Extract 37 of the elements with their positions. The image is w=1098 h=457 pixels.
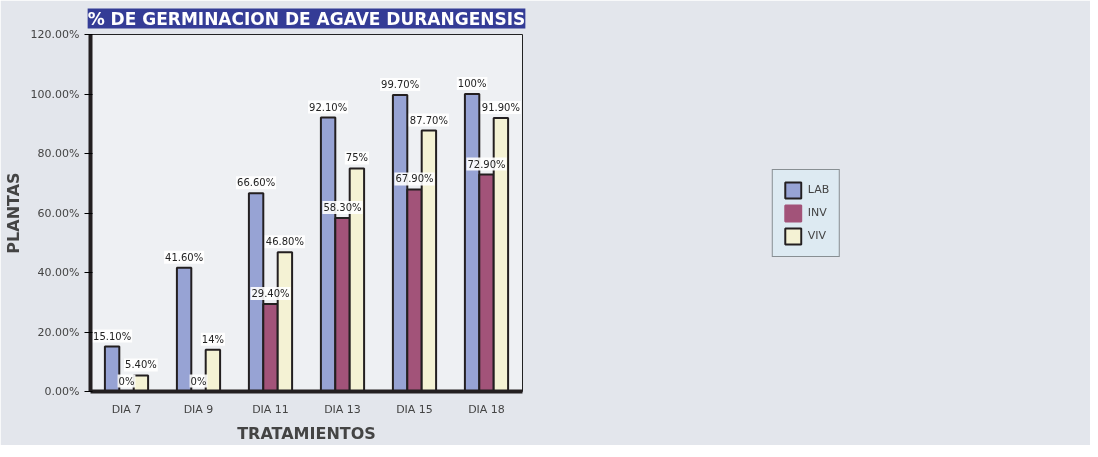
y-tick-label: 0.00% [44,385,80,398]
data-label: 41.60% [165,251,204,263]
y-tick-label: 80.00% [37,147,80,160]
data-label: 58.30% [323,202,362,214]
data-label: 92.10% [309,101,348,113]
x-tick-label: DIA 13 [324,402,361,416]
y-tick-label: 120.00% [30,28,80,41]
legend-label: VIV [807,229,828,242]
data-label: 14% [201,333,225,345]
legend-label: INV [807,206,828,219]
data-label: 99.70% [381,78,420,90]
data-label: 75% [345,152,369,164]
data-label: 66.60% [237,177,276,189]
x-tick-label: DIA 9 [183,402,214,416]
x-tick-label: DIA 15 [396,402,433,416]
data-label: 67.90% [395,173,434,185]
data-label: 72.90% [467,158,506,170]
data-label: 15.10% [93,330,132,342]
data-label: 46.80% [265,236,304,248]
chart-title: % DE GERMINACION DE AGAVE DURANGENSIS [87,8,526,29]
y-tick-label: 40.00% [37,266,80,279]
y-tick-label: 20.00% [37,325,80,339]
x-tick-label: DIA 11 [252,402,289,416]
data-label: 0% [118,375,135,387]
x-tick-label: DIA 7 [111,402,142,416]
data-label: 29.40% [251,288,290,300]
data-label: 100% [457,78,487,89]
data-label: 87.70% [409,114,448,126]
data-label: 91.90% [481,102,520,114]
data-label: 5.40% [125,359,157,371]
x-tick-label: DIA 18 [468,402,505,416]
data-label: 0% [190,375,207,387]
y-tick-label: 100.00% [30,87,80,101]
y-axis-title: PLANTAS [3,172,23,254]
x-axis-title: TRATAMIENTOS [237,423,376,443]
y-tick-label: 60.00% [37,206,80,220]
legend-label: LAB [807,183,830,196]
